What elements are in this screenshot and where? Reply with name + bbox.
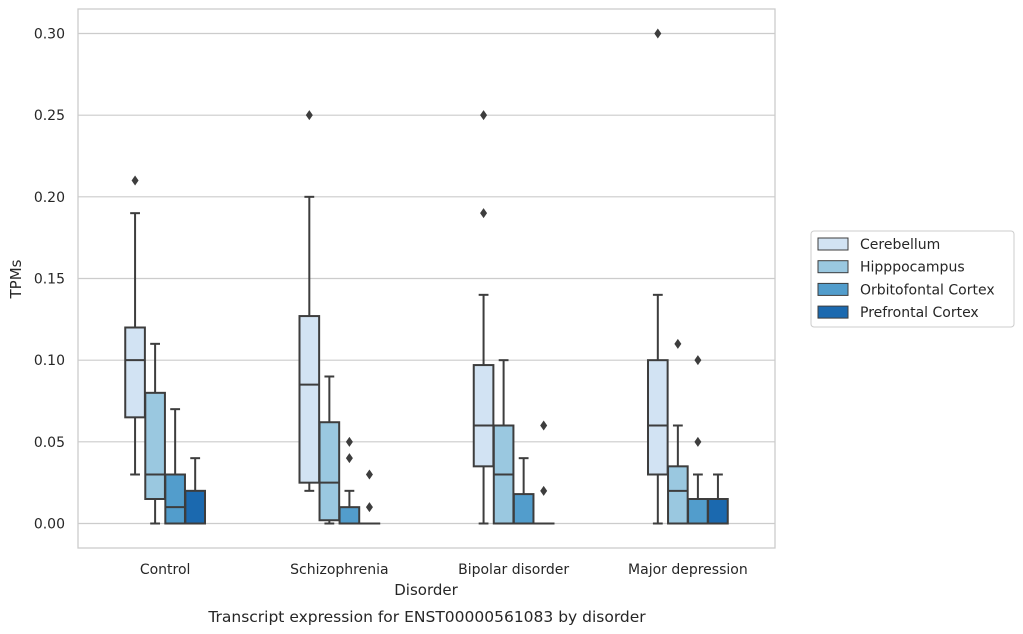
box-prefrontal-cortex <box>707 473 729 525</box>
x-tick-label: Bipolar disorder <box>458 562 569 578</box>
box-hipppocampus <box>667 338 689 525</box>
outlier-marker <box>131 175 139 186</box>
box-iqr <box>124 326 146 419</box>
box-hipppocampus <box>144 342 166 525</box>
y-tick-label: 0.15 <box>34 272 65 288</box>
y-tick-label: 0.05 <box>34 435 65 451</box>
x-tick-labels: Control Schizophrenia Bipolar disorder Majo… <box>140 562 748 578</box>
box-cerebellum <box>646 28 669 525</box>
box-iqr <box>646 359 669 476</box>
box-iqr <box>144 391 166 501</box>
box-iqr <box>184 489 207 525</box>
box-orbitofontal-cortex <box>512 457 535 525</box>
y-tick-label: 0.00 <box>34 517 65 533</box>
outlier-marker <box>654 28 662 39</box>
box-cerebellum <box>298 110 321 492</box>
chart-caption: Transcript expression for ENST0000056108… <box>207 608 646 626</box>
outlier-marker <box>345 436 353 447</box>
box-series <box>124 28 729 525</box>
box-iqr <box>707 498 729 525</box>
outlier-marker <box>345 453 353 464</box>
y-axis-label: TPMs <box>7 259 25 299</box>
box-iqr <box>472 364 495 468</box>
box-cerebellum <box>472 110 495 525</box>
y-tick-label: 0.30 <box>34 27 65 43</box>
outlier-marker <box>480 110 488 121</box>
outlier-marker <box>540 420 548 431</box>
legend-swatch <box>817 282 849 296</box>
box-iqr <box>512 493 535 525</box>
legend-swatch <box>817 260 849 274</box>
outlier-marker <box>480 208 488 219</box>
box-orbitofontal-cortex <box>687 355 709 525</box>
y-tick-labels: 0.00 0.05 0.10 0.15 0.20 0.25 0.30 <box>34 27 65 533</box>
x-tick-label: Schizophrenia <box>290 562 388 578</box>
plot-frame <box>77 8 776 549</box>
legend-swatch <box>817 305 849 319</box>
box-iqr <box>164 473 186 525</box>
box-orbitofontal-cortex <box>164 408 186 525</box>
box-prefrontal-cortex <box>532 420 555 525</box>
legend-entry: Prefrontal Cortex <box>860 305 979 321</box>
outlier-marker <box>365 469 373 480</box>
legend-frame <box>810 230 1015 328</box>
box-cerebellum <box>124 175 146 476</box>
box-prefrontal-cortex <box>184 457 207 525</box>
legend-swatch <box>817 237 849 251</box>
box-hipppocampus <box>318 375 341 525</box>
outlier-marker <box>540 485 548 496</box>
box-iqr <box>687 498 709 525</box>
box-prefrontal-cortex <box>358 469 381 525</box>
y-tick-label: 0.10 <box>34 353 65 369</box>
legend-entry: Hipppocampus <box>860 260 965 276</box>
legend: Cerebellum Hipppocampus Orbitofontal Corte… <box>810 230 1015 328</box>
legend-entry: Cerebellum <box>860 237 940 253</box>
y-tick-label: 0.20 <box>34 190 65 206</box>
outlier-marker <box>694 355 702 366</box>
x-tick-label: Control <box>140 562 191 578</box>
x-axis-label: Disorder <box>394 581 458 599</box>
box-iqr <box>298 315 321 484</box>
box-hipppocampus <box>492 359 515 525</box>
outlier-marker <box>694 436 702 447</box>
legend-entry: Orbitofontal Cortex <box>860 282 995 298</box>
box-orbitofontal-cortex <box>338 436 361 525</box>
box-iqr <box>338 506 361 525</box>
y-tick-label: 0.25 <box>34 108 65 124</box>
outlier-marker <box>674 338 682 349</box>
outlier-marker <box>365 502 373 513</box>
outlier-marker <box>305 110 313 121</box>
box-iqr <box>667 465 689 525</box>
box-iqr <box>318 421 341 522</box>
x-tick-label: Major depression <box>628 562 748 578</box>
